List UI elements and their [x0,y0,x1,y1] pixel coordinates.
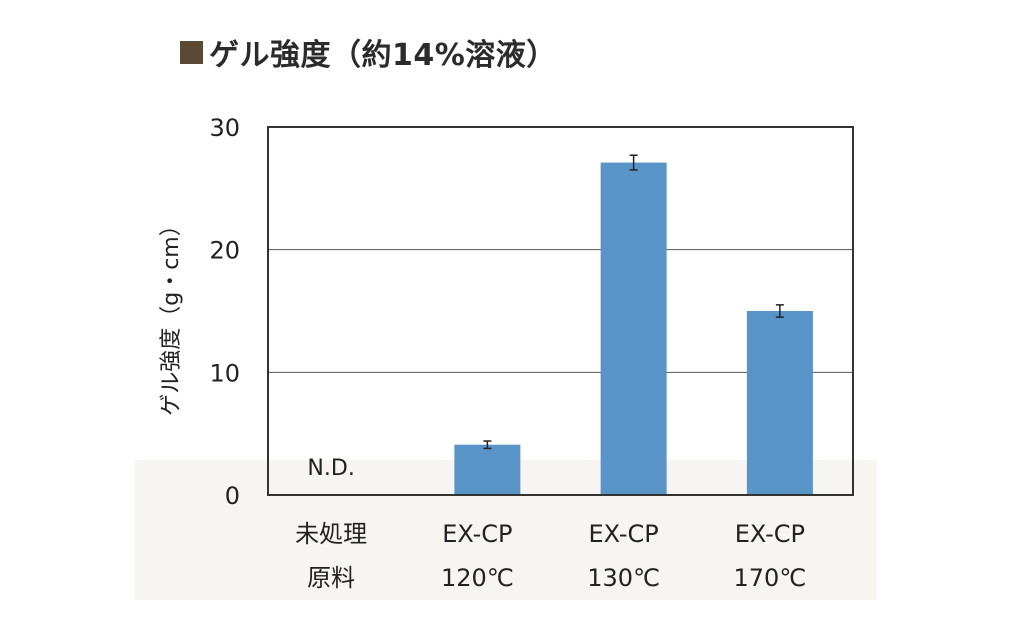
bars [454,154,813,495]
bar-2 [600,162,667,495]
chart-title-text: ゲル強度（約14%溶液） [209,38,557,73]
x-tick-label-3-1: 170℃ [733,564,806,592]
y-tick-label-0: 0 [225,482,240,510]
bar-3 [746,311,813,495]
error-bar-2 [629,154,638,171]
x-tick-label-0-1: 原料 [307,564,355,592]
x-tick-label-3-0: EX-CP [735,520,805,548]
axes [267,126,854,496]
x-tick-label-2-1: 130℃ [587,564,660,592]
annotation-nd: N.D. [307,456,354,481]
x-tick-label-1-1: 120℃ [441,564,514,592]
chart-title: ゲル強度（約14%溶液） [180,28,557,76]
error-bar-3 [775,304,784,318]
y-tick-label-30: 30 [209,114,240,142]
error-bar-1 [483,440,492,450]
x-tick-label-2-0: EX-CP [588,520,658,548]
y-axis-label: ゲル強度（g・cm） [159,214,184,416]
bar-1 [454,444,521,495]
x-tick-label-0-0: 未処理 [295,520,367,548]
y-tick-label-20: 20 [209,237,240,265]
plot-frame [267,126,854,496]
title-square-icon [180,40,203,64]
y-tick-label-10: 10 [209,359,240,387]
x-tick-label-1-0: EX-CP [442,520,512,548]
